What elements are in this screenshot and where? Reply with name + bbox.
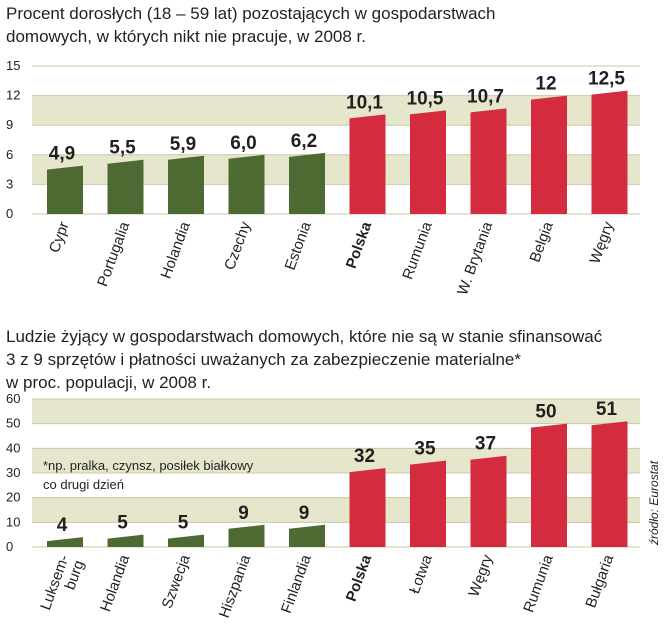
chart2-value-label: 5 xyxy=(178,513,189,534)
chart1-y-tick-label: 6 xyxy=(6,147,13,162)
chart2-y-tick-label: 30 xyxy=(6,465,20,480)
chart1-bar xyxy=(289,152,325,214)
chart2-category-label: Holandia xyxy=(97,552,133,614)
chart1-title: Procent dorosłych (18 – 59 lat) pozostaj… xyxy=(6,2,495,48)
chart1-bar xyxy=(410,110,446,214)
chart1-y-tick-label: 15 xyxy=(6,58,20,73)
chart2-bar xyxy=(410,460,446,547)
chart2-value-label: 32 xyxy=(354,446,375,467)
chart2-grid-band xyxy=(32,399,640,424)
chart2-source-note: źródło: Eurostat xyxy=(647,460,661,546)
chart2-value-label: 5 xyxy=(117,513,128,534)
chart2-value-label: 37 xyxy=(475,434,496,455)
chart1-bar xyxy=(591,90,628,214)
chart2-category-label: Bułgaria xyxy=(582,552,617,610)
chart1-y-tick-label: 3 xyxy=(6,176,13,191)
chart2-value-label: 9 xyxy=(238,503,249,524)
chart2-y-tick-label: 60 xyxy=(6,391,20,406)
chart2-bar xyxy=(47,537,83,547)
chart2-y-tick-label: 40 xyxy=(6,440,20,455)
chart2-note-line: *np. pralka, czynsz, posiłek białkowy xyxy=(43,458,254,473)
chart1-y-tick-label: 12 xyxy=(6,88,20,103)
chart1-value-label: 12 xyxy=(535,74,556,95)
chart1-value-label: 4,9 xyxy=(49,144,75,165)
chart1-value-label: 6,2 xyxy=(291,131,317,152)
chart1-bar xyxy=(531,95,567,214)
chart2-value-label: 51 xyxy=(596,399,618,420)
chart1-bar xyxy=(107,159,144,214)
chart2-y-tick-label: 20 xyxy=(6,490,20,505)
chart1-value-label: 10,7 xyxy=(467,86,504,107)
chart1-title-line: domowych, w których nikt nie pracuje, w … xyxy=(6,27,366,46)
chart2-category-label: Hiszpania xyxy=(216,552,255,620)
chart1-bar xyxy=(470,108,507,214)
chart1-svg: 036912154,9Cypr5,5Portugalia5,9Holandia6… xyxy=(6,58,640,297)
chart2-bar xyxy=(591,421,628,547)
chart1-value-label: 5,9 xyxy=(170,134,196,155)
chart2-bar xyxy=(168,534,204,547)
chart1-bar xyxy=(168,155,204,214)
chart2-title-line: Ludzie żyjący w gospodarstwach domowych,… xyxy=(6,327,603,346)
chart1-value-label: 6,0 xyxy=(230,133,256,154)
chart2-value-label: 4 xyxy=(57,515,68,536)
chart2-title-line: 3 z 9 sprzętów i płatności uważanych za … xyxy=(6,350,521,369)
chart2-value-label: 9 xyxy=(299,503,310,524)
chart1-bar xyxy=(228,154,265,214)
chart1-value-label: 5,5 xyxy=(109,138,136,159)
chart1-value-label: 12,5 xyxy=(588,69,625,90)
chart2-title-line: w proc. populacji, w 2008 r. xyxy=(6,373,212,392)
chart2-bar xyxy=(228,524,265,547)
chart2-bar xyxy=(107,534,144,547)
chart2-category-label: Polska xyxy=(343,552,376,604)
chart2-category-label: Szwecja xyxy=(159,552,194,611)
chart2-y-tick-label: 0 xyxy=(6,539,13,554)
chart2-bar xyxy=(470,455,507,547)
chart1-value-label: 10,5 xyxy=(407,88,444,109)
chart2-y-tick-label: 50 xyxy=(6,416,20,431)
chart2-category-label: Luksem-burg xyxy=(37,553,88,618)
chart2-category-label: Łotwa xyxy=(406,552,436,596)
chart2-category-label: Finlandia xyxy=(278,552,315,616)
chart2-value-label: 35 xyxy=(414,439,436,460)
chart2-bar xyxy=(531,423,567,547)
chart1-value-label: 10,1 xyxy=(346,92,383,113)
chart2-y-tick-label: 10 xyxy=(6,514,20,529)
chart1-bar xyxy=(47,165,83,214)
chart2-bar xyxy=(289,524,325,547)
chart2-title: Ludzie żyjący w gospodarstwach domowych,… xyxy=(6,325,602,394)
chart2-category-label: Rumunia xyxy=(520,552,557,615)
chart1-title-line: Procent dorosłych (18 – 59 lat) pozostaj… xyxy=(6,4,496,23)
chart2-bar xyxy=(349,468,386,547)
chart2-value-label: 50 xyxy=(535,402,556,423)
chart1-y-tick-label: 9 xyxy=(6,117,13,132)
chart1-y-tick-label: 0 xyxy=(6,206,13,221)
chart2-category-label: Węgry xyxy=(465,552,496,599)
chart2-note-line: co drugi dzień xyxy=(43,477,124,492)
chart1-bar xyxy=(349,114,386,214)
